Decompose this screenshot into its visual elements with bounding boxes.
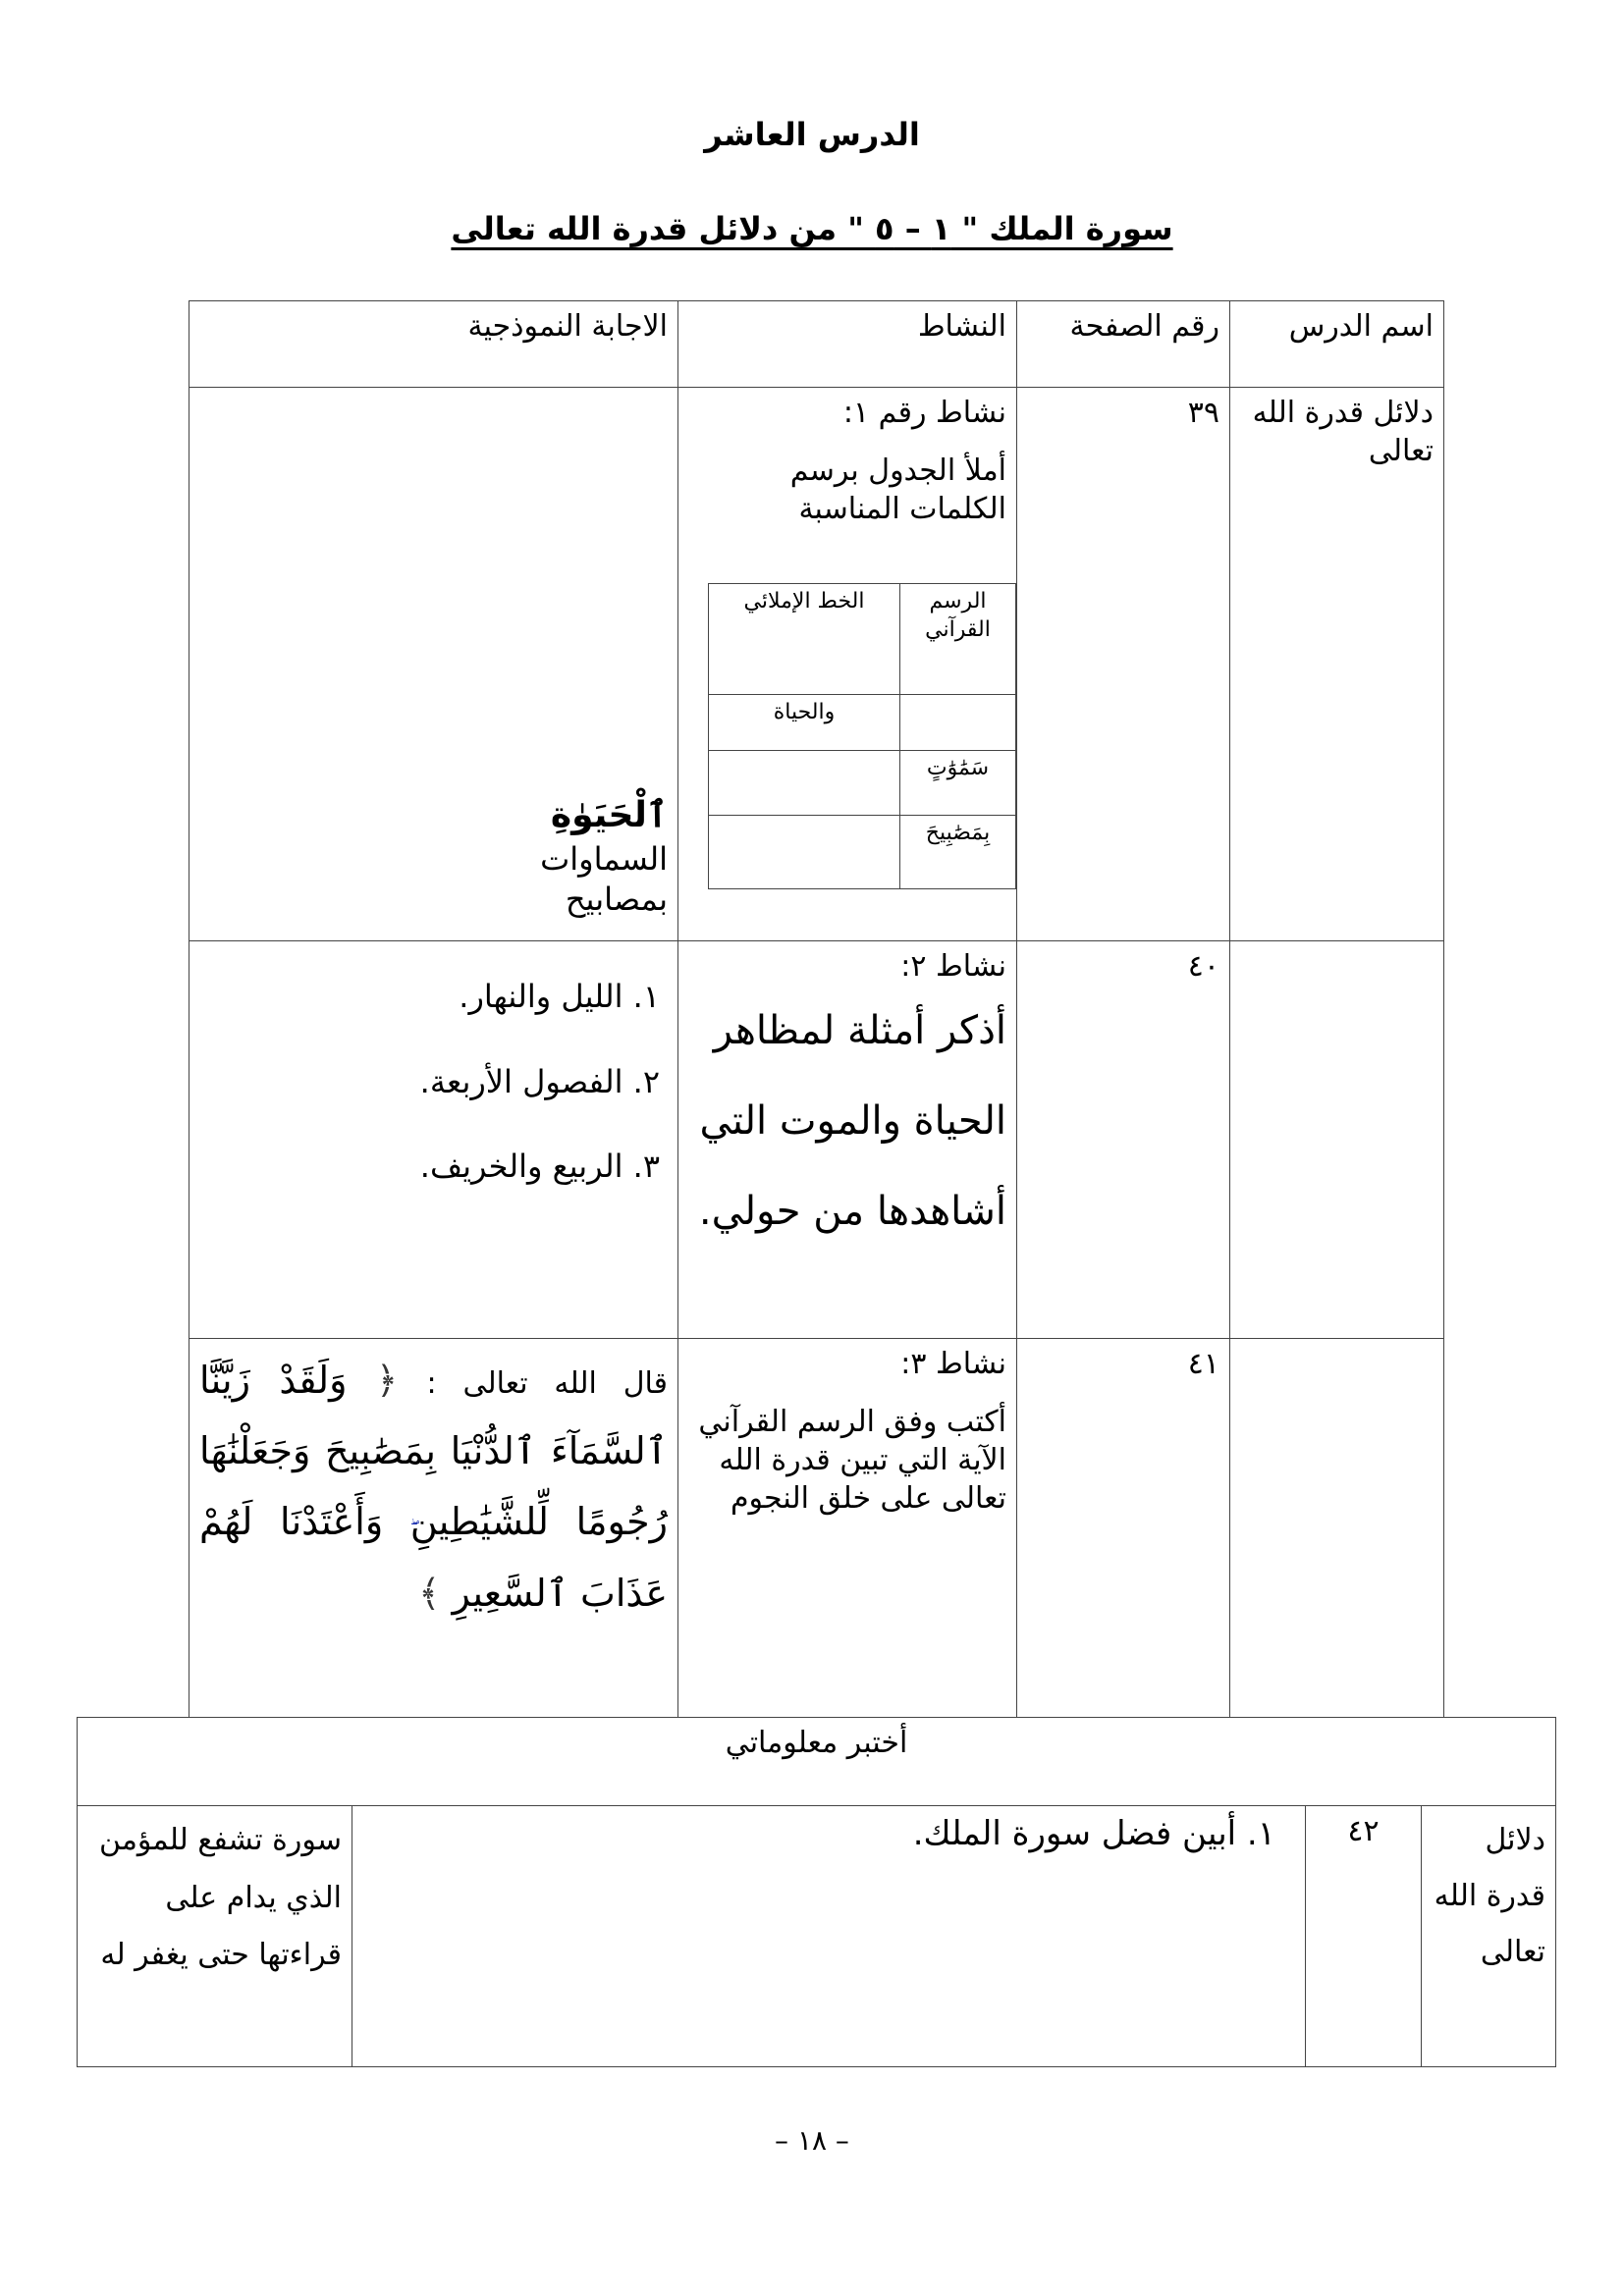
inner-cell: والحياة xyxy=(708,694,900,751)
inner-cell: بِمَصَٰبِيحَ xyxy=(899,815,1016,889)
verse-text-end: وَأَعْتَدْنَا لَهُمْ عَذَابَ ٱلسَّعِيرِ xyxy=(199,1500,668,1615)
inner-header-quranic: الرسم القرآني xyxy=(899,583,1016,695)
lesson-title: الدرس العاشر xyxy=(704,116,920,153)
answer-line: السماوات xyxy=(540,839,668,878)
lesson-name xyxy=(1229,940,1444,1339)
quiz-question: ١. أبين فضل سورة الملك. xyxy=(352,1805,1306,2067)
answer-line: بمصابيح xyxy=(565,881,668,919)
activity-cell: نشاط ٢: أذكر أمثلة لمظاهر الحياة والموت … xyxy=(677,940,1017,1339)
answer-line: ٢. الفصول الأربعة. xyxy=(419,1062,660,1100)
table-row: ٤٠ نشاط ٢: أذكر أمثلة لمظاهر الحياة والم… xyxy=(189,940,1444,1339)
quiz-table: أختبر معلوماتي دلائل قدرة الله تعالى ٤٢ … xyxy=(77,1717,1556,2067)
page-number: ٤٠ xyxy=(1016,940,1230,1339)
quiz-page-number: ٤٢ xyxy=(1305,1805,1422,2067)
table-header-row: اسم الدرس رقم الصفحة النشاط الاجابة النم… xyxy=(189,300,1444,388)
inner-cell xyxy=(899,694,1016,751)
answer-line: ١. الليل والنهار. xyxy=(459,978,660,1015)
inner-header-dictation: الخط الإملائي xyxy=(708,583,900,695)
quran-verse-answer: قال الله تعالى : ﴿ وَلَقَدْ زَيَّنَّا ٱل… xyxy=(189,1338,678,1718)
ornament-open-icon: ﴿ xyxy=(375,1359,399,1402)
table-row: دلائل قدرة الله تعالى ٣٩ نشاط رقم ١: أمل… xyxy=(189,387,1444,941)
activity-title: نشاط ٣: xyxy=(900,1347,1006,1381)
lesson-subtitle: سورة الملك " ١ – ٥ " من دلائل قدرة الله … xyxy=(0,210,1624,247)
quiz-row: دلائل قدرة الله تعالى ٤٢ ١. أبين فضل سور… xyxy=(77,1805,1556,2067)
answer-cell: ٱلْحَيَوٰةِ السماوات بمصابيح xyxy=(189,387,678,941)
lesson-name: دلائل قدرة الله تعالى xyxy=(1229,387,1444,941)
quiz-lesson-name: دلائل قدرة الله تعالى xyxy=(1421,1805,1556,2067)
activity-text: أكتب وفق الرسم القرآني الآية التي تبين ق… xyxy=(698,1405,1006,1516)
table-row: ٤١ نشاط ٣: أكتب وفق الرسم القرآني الآية … xyxy=(189,1338,1444,1718)
activity-cell: نشاط ٣: أكتب وفق الرسم القرآني الآية الت… xyxy=(677,1338,1017,1718)
quiz-header: أختبر معلوماتي xyxy=(77,1717,1556,1806)
lesson-table: اسم الدرس رقم الصفحة النشاط الاجابة النم… xyxy=(189,300,1444,1718)
page-number-footer: – ١٨ – xyxy=(775,2124,849,2157)
activity-text: أذكر أمثلة لمظاهر الحياة والموت التي أشا… xyxy=(698,1008,1006,1234)
header-model-answer: الاجابة النموذجية xyxy=(189,300,678,388)
activity-text: أملأ الجدول برسم الكلمات المناسبة xyxy=(789,454,1006,526)
verse-text: وَلَقَدْ زَيَّنَّا ٱلسَّمَآءَ ٱلدُّنْيَا… xyxy=(199,1359,668,1544)
spelling-table: الرسم القرآني الخط الإملائي والحياة سَمَٰ… xyxy=(708,583,1016,889)
quiz-answer: سورة تشفع للمؤمن الذي يدام على قراءتها ح… xyxy=(77,1805,352,2067)
answer-line: ٱلْحَيَوٰةِ xyxy=(550,795,668,836)
header-activity: النشاط xyxy=(677,300,1017,388)
page-number: ٣٩ xyxy=(1016,387,1230,941)
subtitle-text: سورة الملك " ١ – ٥ " من دلائل قدرة الله … xyxy=(451,210,1173,247)
inner-cell: سَمَٰوَٰتٍ xyxy=(899,750,1016,816)
lesson-name xyxy=(1229,1338,1444,1718)
inner-cell xyxy=(708,750,900,816)
activity-title: نشاط رقم ١: xyxy=(842,396,1006,430)
activity-title: نشاط ٢: xyxy=(900,949,1006,984)
page-number: ٤١ xyxy=(1016,1338,1230,1718)
answer-line: ٣. الربيع والخريف. xyxy=(419,1148,660,1186)
inner-cell xyxy=(708,815,900,889)
verse-intro: قال الله تعالى : xyxy=(426,1366,669,1401)
header-page-number: رقم الصفحة xyxy=(1016,300,1230,388)
ornament-close-icon: ﴾ xyxy=(418,1571,441,1615)
header-lesson-name: اسم الدرس xyxy=(1229,300,1444,388)
activity-cell: نشاط رقم ١: أملأ الجدول برسم الكلمات الم… xyxy=(677,387,1017,941)
answer-cell: ١. الليل والنهار. ٢. الفصول الأربعة. ٣. … xyxy=(189,940,678,1339)
